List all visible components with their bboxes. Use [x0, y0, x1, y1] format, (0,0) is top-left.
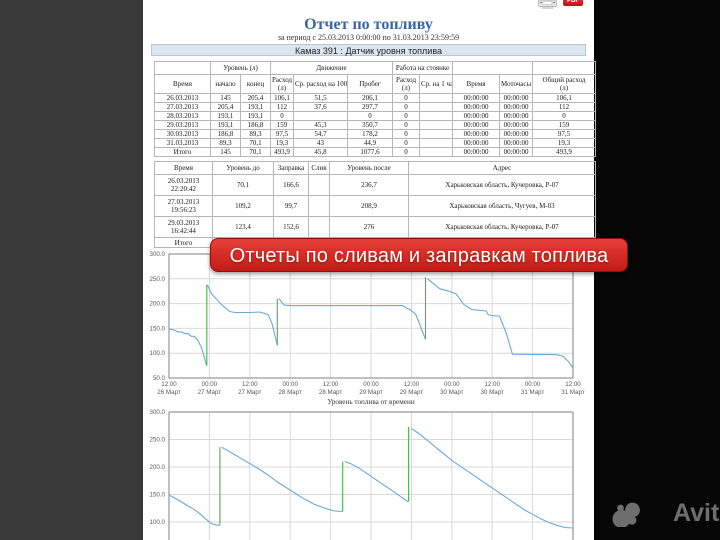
svg-text:200.0: 200.0 — [150, 464, 166, 471]
svg-text:100.0: 100.0 — [150, 519, 166, 526]
svg-text:150.0: 150.0 — [150, 492, 166, 499]
svg-text:250.0: 250.0 — [150, 437, 166, 444]
svg-text:Уровень топлива от времени: Уровень топлива от времени — [327, 398, 415, 406]
svg-text:300.0: 300.0 — [150, 409, 166, 416]
